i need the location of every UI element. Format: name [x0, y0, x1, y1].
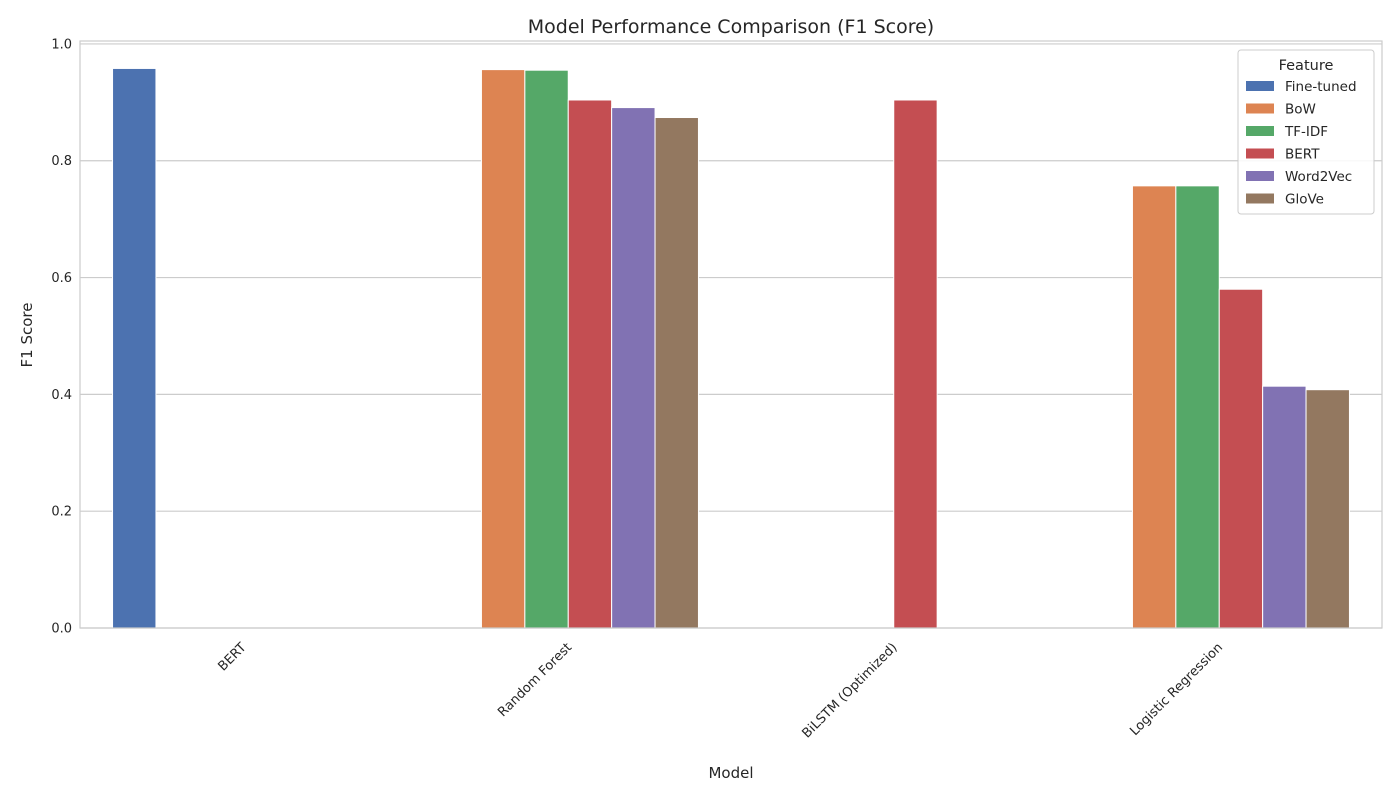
y-tick-label: 0.8: [51, 154, 72, 169]
legend-entries: Fine-tuned BoW TF-IDF BERT Word2Vec GloVe: [1246, 79, 1357, 208]
bar-bow-3: [1131, 185, 1177, 629]
legend-label: Fine-tuned: [1285, 79, 1357, 95]
legend-swatch-bert: [1246, 148, 1274, 159]
legend-label: TF-IDF: [1284, 124, 1328, 140]
legend-swatch-fine-tuned: [1246, 81, 1274, 91]
chart-title: Model Performance Comparison (F1 Score): [528, 16, 934, 38]
bar-bert-3: [1218, 288, 1264, 629]
bar-glove-1: [654, 117, 699, 629]
y-tick-label: 0.4: [51, 388, 72, 403]
x-axis-label: Model: [708, 764, 753, 782]
legend-swatch-tf-idf: [1246, 126, 1274, 136]
legend-swatch-bow: [1246, 103, 1274, 114]
y-tick-label: 1.0: [51, 37, 72, 52]
bar-word2vec-1: [611, 107, 656, 629]
legend-label: BERT: [1285, 147, 1320, 163]
legend: Feature Fine-tuned BoW TF-IDF BERT Word2Vec G…: [1237, 49, 1375, 215]
y-tick-label: 0.2: [51, 505, 72, 520]
bars: [112, 67, 1350, 629]
legend-label: Word2Vec: [1285, 169, 1352, 185]
legend-title: Feature: [1279, 58, 1334, 74]
plot-frame: [79, 40, 1383, 629]
bar-bert-2: [893, 99, 938, 629]
legend-swatch-word2vec: [1246, 171, 1274, 181]
bar-fine-tuned-0: [112, 67, 157, 629]
y-tick-label: 0.6: [51, 271, 72, 286]
bar-glove-3: [1305, 389, 1350, 629]
y-axis-ticks: 0.0 0.2 0.4 0.6 0.8 1.0: [51, 37, 72, 636]
bar-word2vec-3: [1262, 385, 1307, 629]
legend-label: GloVe: [1285, 192, 1324, 208]
legend-label: BoW: [1285, 102, 1316, 118]
legend-swatch-glove: [1246, 193, 1274, 204]
bar-tf-idf-3: [1175, 185, 1220, 629]
y-axis-label: F1 Score: [18, 303, 36, 368]
bar-bow-1: [480, 69, 526, 629]
bar-bert-1: [567, 99, 613, 629]
bar-tf-idf-1: [524, 69, 569, 629]
y-tick-label: 0.0: [51, 622, 72, 637]
